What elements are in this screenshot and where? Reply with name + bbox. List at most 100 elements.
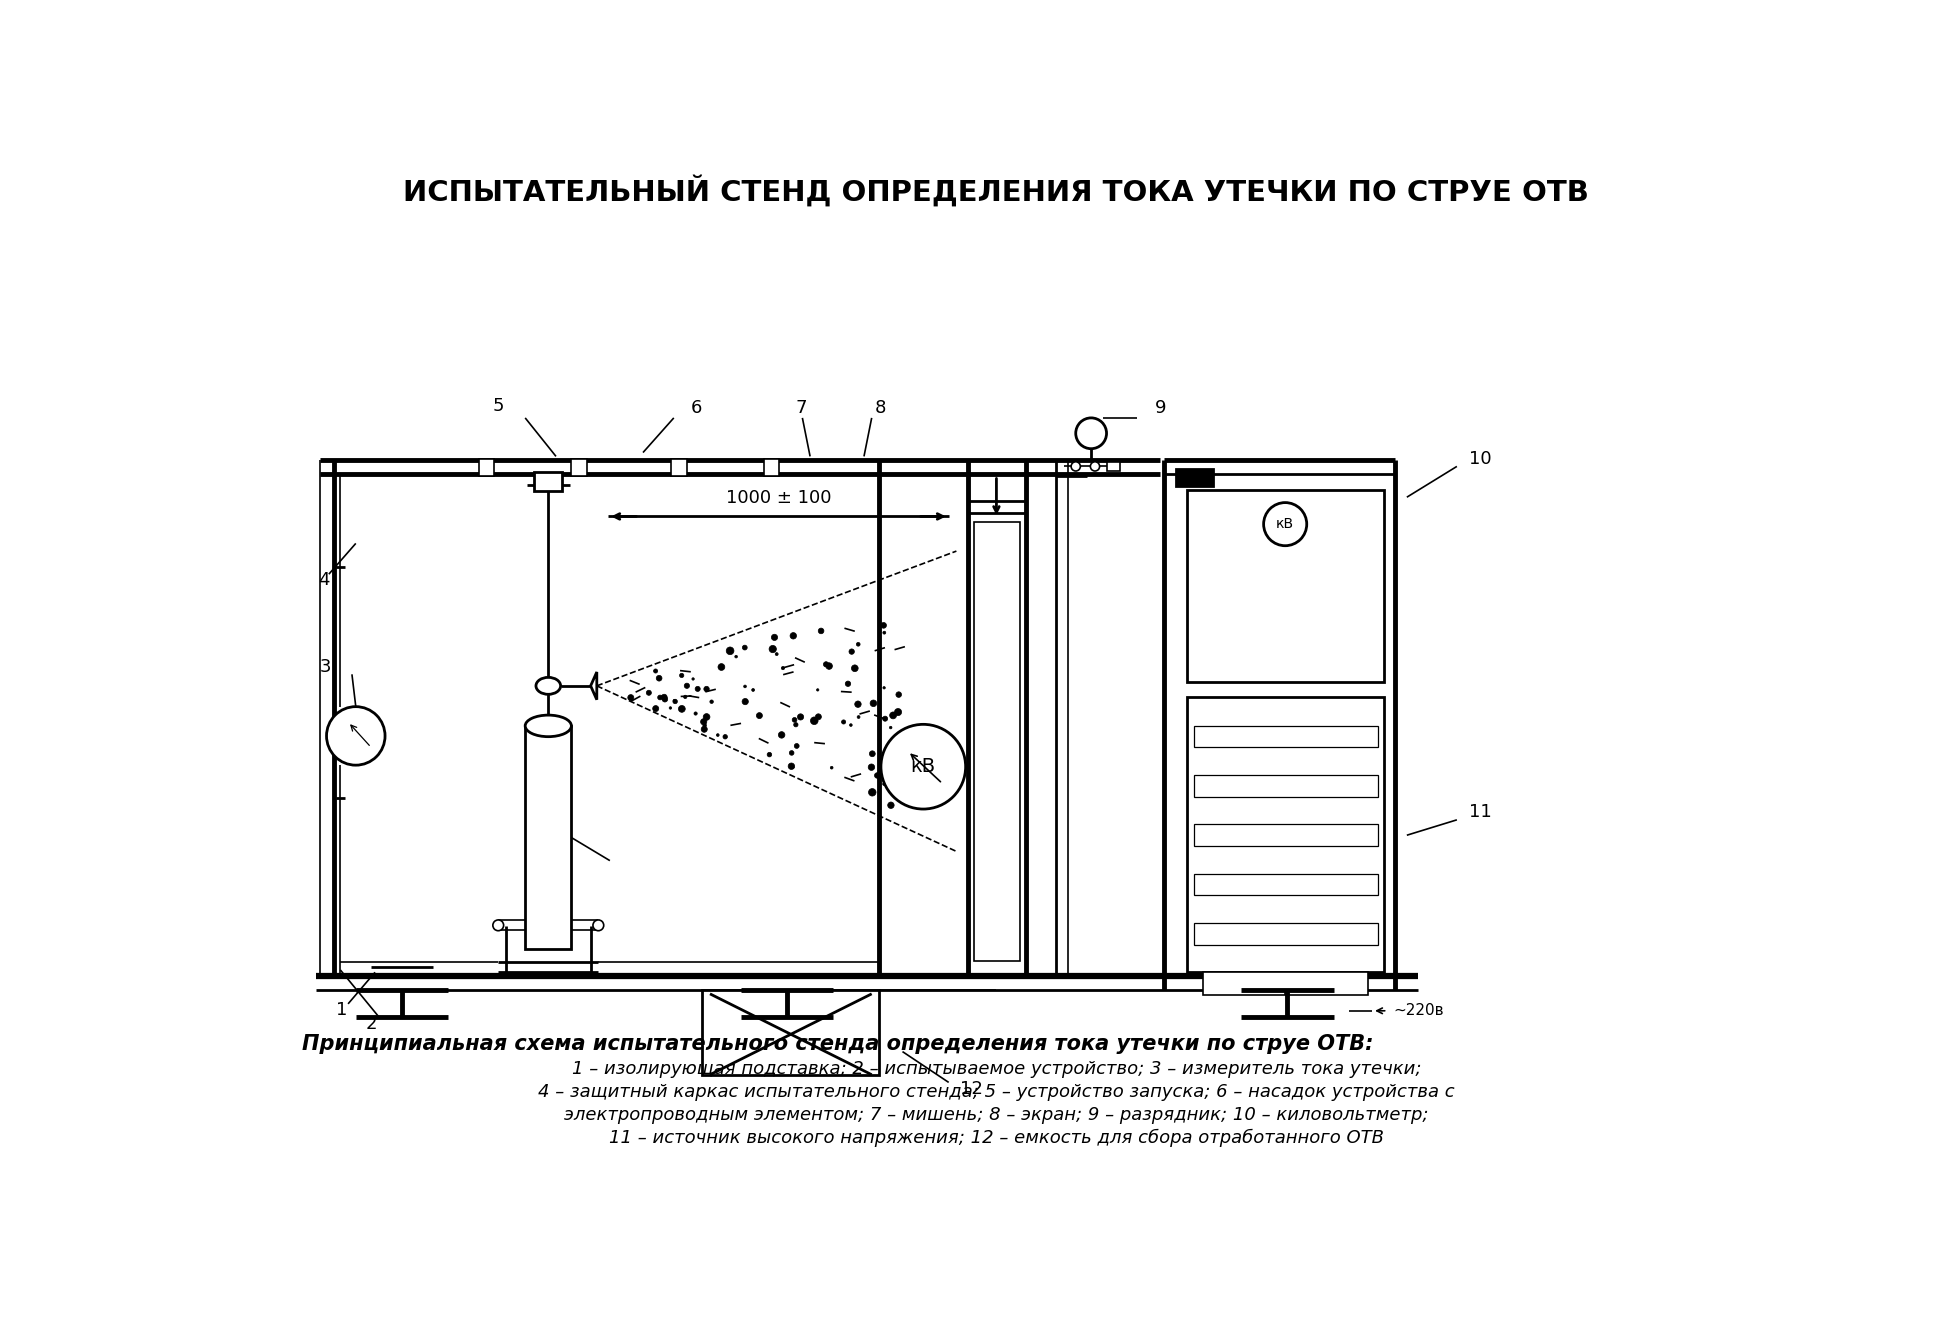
Ellipse shape (537, 677, 560, 694)
Circle shape (936, 774, 941, 780)
Circle shape (673, 700, 675, 702)
Text: 8: 8 (875, 399, 887, 417)
Circle shape (679, 673, 685, 677)
Text: Принципиальная схема испытательного стенда определения тока утечки по струе ОТВ:: Принципиальная схема испытательного стен… (301, 1034, 1373, 1053)
Circle shape (766, 752, 772, 756)
Circle shape (702, 723, 706, 727)
Circle shape (875, 772, 879, 779)
Circle shape (897, 780, 901, 784)
Text: 10: 10 (1468, 450, 1492, 467)
Circle shape (817, 689, 819, 692)
Circle shape (757, 713, 762, 718)
Bar (1202, 973, 1369, 995)
Circle shape (850, 723, 852, 726)
Circle shape (910, 727, 914, 733)
Circle shape (889, 744, 895, 750)
Circle shape (819, 628, 825, 634)
Circle shape (883, 783, 885, 785)
Text: 9: 9 (1155, 399, 1167, 417)
Circle shape (823, 661, 829, 667)
Text: кВ: кВ (1276, 517, 1293, 531)
Bar (1186, 490, 1383, 682)
Circle shape (788, 763, 796, 770)
Text: 11: 11 (1468, 803, 1492, 821)
Circle shape (916, 796, 922, 803)
Circle shape (1091, 462, 1099, 471)
Bar (1177, 469, 1214, 486)
Bar (1194, 874, 1377, 895)
Circle shape (918, 797, 922, 801)
Circle shape (694, 686, 700, 692)
Circle shape (831, 767, 832, 770)
Circle shape (811, 717, 819, 725)
Circle shape (327, 706, 385, 766)
Circle shape (895, 709, 902, 715)
Bar (1186, 697, 1383, 973)
Circle shape (883, 717, 887, 721)
Bar (1194, 923, 1377, 945)
Circle shape (655, 676, 661, 681)
Bar (1194, 775, 1377, 797)
Circle shape (827, 663, 832, 669)
Bar (1194, 825, 1377, 846)
Circle shape (815, 714, 821, 719)
Text: электропроводным элементом; 7 – мишень; 8 – экран; 9 – разрядник; 10 – киловольт: электропроводным элементом; 7 – мишень; … (564, 1106, 1430, 1123)
Circle shape (908, 789, 912, 793)
Circle shape (883, 631, 885, 634)
Circle shape (792, 766, 794, 768)
Circle shape (778, 731, 786, 738)
Bar (764, 459, 780, 475)
Text: 4: 4 (317, 570, 329, 589)
Circle shape (856, 643, 860, 647)
Circle shape (683, 696, 687, 698)
Circle shape (790, 766, 794, 768)
Circle shape (735, 655, 737, 657)
Circle shape (1072, 462, 1079, 471)
Bar (1194, 726, 1377, 747)
Text: 6: 6 (690, 399, 702, 417)
Bar (702, 990, 879, 1074)
Circle shape (628, 694, 634, 701)
Circle shape (854, 701, 862, 708)
Text: ~220в: ~220в (1393, 1003, 1443, 1018)
Bar (478, 459, 494, 475)
Circle shape (751, 689, 755, 692)
Circle shape (922, 805, 926, 808)
Bar (525, 726, 572, 949)
Circle shape (669, 706, 671, 709)
Circle shape (846, 681, 850, 686)
Circle shape (858, 715, 860, 718)
Circle shape (654, 706, 659, 711)
Circle shape (776, 652, 778, 656)
Bar (671, 459, 687, 475)
Circle shape (936, 803, 937, 805)
Bar (974, 521, 1019, 961)
Circle shape (724, 734, 727, 739)
Circle shape (673, 700, 677, 704)
Text: 1 – изолирующая подставка; 2 – испытываемое устройство; 3 – измеритель тока утеч: 1 – изолирующая подставка; 2 – испытывае… (572, 1060, 1422, 1077)
Bar (535, 471, 562, 491)
Circle shape (661, 694, 667, 700)
Circle shape (593, 920, 603, 931)
Circle shape (646, 690, 652, 696)
Circle shape (710, 700, 714, 704)
Circle shape (897, 692, 902, 697)
Circle shape (1076, 418, 1107, 449)
Circle shape (848, 649, 854, 655)
Circle shape (743, 645, 747, 649)
Circle shape (883, 686, 885, 689)
Circle shape (743, 698, 749, 705)
Circle shape (704, 714, 710, 721)
Circle shape (702, 726, 708, 733)
Circle shape (869, 751, 875, 756)
Bar (1107, 462, 1120, 471)
Text: 1000 ± 100: 1000 ± 100 (725, 488, 831, 507)
Ellipse shape (525, 715, 572, 737)
Circle shape (782, 667, 784, 669)
Polygon shape (591, 672, 597, 700)
Circle shape (926, 751, 932, 756)
Text: 12: 12 (961, 1080, 984, 1097)
Circle shape (1264, 503, 1307, 545)
Circle shape (842, 719, 846, 725)
Circle shape (704, 686, 710, 692)
